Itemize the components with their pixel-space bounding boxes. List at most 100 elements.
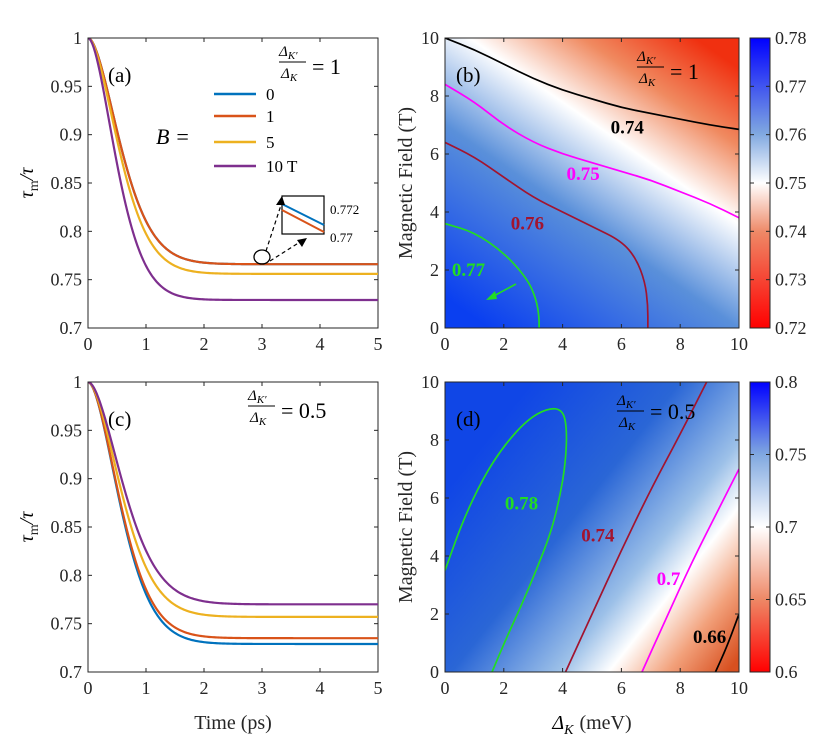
colorbar-tick-label: 0.8 [775,372,798,392]
contour-line-0-78 [445,407,568,672]
contour-line-0-66 [714,613,739,672]
panel-a: 0 1 2 3 4 5 0.7 0.75 0.8 0.85 0.9 0.95 1 (a) ΔK′ ΔK … [16,28,383,354]
x-axis-label: Time (ps) [194,712,272,734]
series-line-1 [88,382,378,640]
y-tick-label: 0.7 [60,318,83,338]
contour-label: 0.78 [505,494,538,515]
contour-label: 0.76 [511,213,544,234]
y-axis-label: Magnetic Field (T) [395,107,417,259]
series-line-10-t [88,382,378,606]
contour-line-0-75 [445,83,739,219]
y-tick-label: 1 [73,372,82,392]
y-tick-label: 0.8 [60,221,83,241]
colorbar: 0.6 0.65 0.7 0.75 0.8 [749,372,807,682]
x-tick-label: 3 [258,678,267,698]
x-tick-label: 0 [84,678,93,698]
panel-d: 0 2 4 6 8 10 0 2 4 6 8 10 (d) ΔK′ ΔK = 0.5 0.78 0.74… [395,372,807,738]
svg-text:ΔK′: ΔK′ [278,44,298,62]
colorbar-tick-label: 0.78 [775,28,807,48]
x-tick-label: 6 [617,678,626,698]
colorbar-tick-label: 0.74 [775,221,807,241]
legend-label: 0 [266,85,275,104]
y-axis-label: τm/τ [16,511,42,543]
y-tick-label: 4 [430,202,439,222]
y-axis-label: Magnetic Field (T) [395,451,417,603]
svg-text:= 0.5: = 0.5 [650,399,695,424]
x-tick-label: 4 [316,334,325,354]
contour-label: 0.75 [567,164,600,185]
y-tick-label: 6 [430,488,439,508]
contour-line-0-76 [445,141,649,328]
contour-label: 0.66 [693,627,726,648]
contour-line-0-74 [564,382,708,672]
x-tick-label: 5 [374,334,383,354]
inset-label-lower: 0.77 [330,230,353,245]
x-tick-label: 4 [316,678,325,698]
y-tick-label: 10 [421,372,439,392]
x-tick-label: 6 [617,334,626,354]
inset-zoom: 0.772 0.77 [253,195,359,265]
legend-label: 1 [266,107,275,126]
y-tick-label: 2 [430,260,439,280]
contour-label: 0.77 [452,260,486,281]
contour-label: 0.74 [581,526,615,547]
svg-text:ΔK: ΔK [638,71,656,89]
x-tick-label: 4 [558,334,567,354]
colorbar-tick-label: 0.73 [775,270,807,290]
y-tick-label: 6 [430,144,439,164]
y-tick-label: 0.9 [60,125,83,145]
inset-label-upper: 0.772 [330,202,359,217]
y-tick-label: 0 [430,318,439,338]
panel-c: 0 1 2 3 4 5 0.7 0.75 0.8 0.85 0.9 0.95 1 (c) ΔK′ ΔK … [16,372,383,734]
y-tick-label: 8 [430,86,439,106]
colorbar-tick-label: 0.72 [775,318,807,338]
colorbar-tick-label: 0.7 [775,517,798,537]
contour-line-0-7 [641,468,739,672]
ratio-label: ΔK′ ΔK = 1 [636,49,699,89]
ratio-label: ΔK′ ΔK = 0.5 [616,393,695,433]
y-tick-label: 10 [421,28,439,48]
contour-label: 0.7 [657,569,681,590]
colorbar-tick-label: 0.75 [775,445,807,465]
x-tick-label: 2 [200,334,209,354]
ratio-label: ΔK′ ΔK = 0.5 [247,388,326,428]
contour-arrow [486,283,517,300]
y-tick-label: 0.85 [51,173,83,193]
series-line-10-t [88,38,378,302]
y-tick-label: 4 [430,546,439,566]
x-tick-label: 4 [558,678,567,698]
colorbar-tick-label: 0.77 [775,76,807,96]
colorbar-tick-label: 0.6 [775,662,798,682]
y-axis-label: τm/τ [16,167,42,199]
y-tick-label: 0.75 [51,270,83,290]
svg-text:ΔK′: ΔK′ [247,388,267,406]
x-tick-label: 8 [676,678,685,698]
colorbar-tick-label: 0.76 [775,125,807,145]
y-tick-label: 0.9 [60,469,83,489]
legend-label: 10 T [266,157,298,176]
panel-label: (b) [456,63,481,87]
x-tick-label: 2 [499,678,508,698]
svg-text:= 1: = 1 [312,54,341,79]
svg-text:= 0.5: = 0.5 [281,398,326,423]
x-tick-label: 0 [84,334,93,354]
x-tick-label: 1 [142,334,151,354]
x-tick-label: 2 [200,678,209,698]
y-tick-label: 0.85 [51,517,83,537]
heatmap-field [445,38,739,328]
y-tick-label: 0.75 [51,614,83,634]
legend: B = 0 1 5 10 T [156,85,298,176]
svg-text:= 1: = 1 [670,59,699,84]
x-tick-label: 5 [374,678,383,698]
x-tick-label: 8 [676,334,685,354]
x-tick-label: 10 [730,678,748,698]
contour-label: 0.74 [611,118,645,139]
svg-text:ΔK: ΔK [618,415,636,433]
series-line-1 [88,38,378,266]
svg-text:ΔK: ΔK [280,66,298,84]
legend-label: 5 [266,133,275,152]
x-axis-label: ΔK (meV) [551,712,631,738]
panel-label: (a) [108,63,131,87]
